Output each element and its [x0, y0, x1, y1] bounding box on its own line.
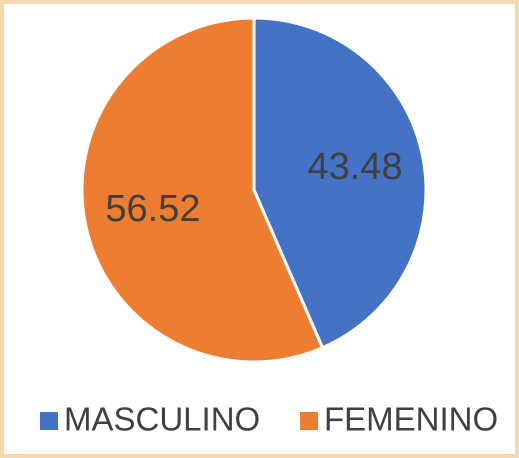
legend-label: MASCULINO	[64, 401, 260, 438]
data-label: 43.48	[307, 146, 402, 188]
data-label: 56.52	[105, 188, 200, 230]
pie-slice	[252, 16, 428, 350]
legend-swatch	[40, 412, 58, 430]
legend-swatch	[300, 412, 318, 430]
pie-slice	[80, 16, 325, 364]
legend-label: FEMENINO	[324, 401, 498, 438]
